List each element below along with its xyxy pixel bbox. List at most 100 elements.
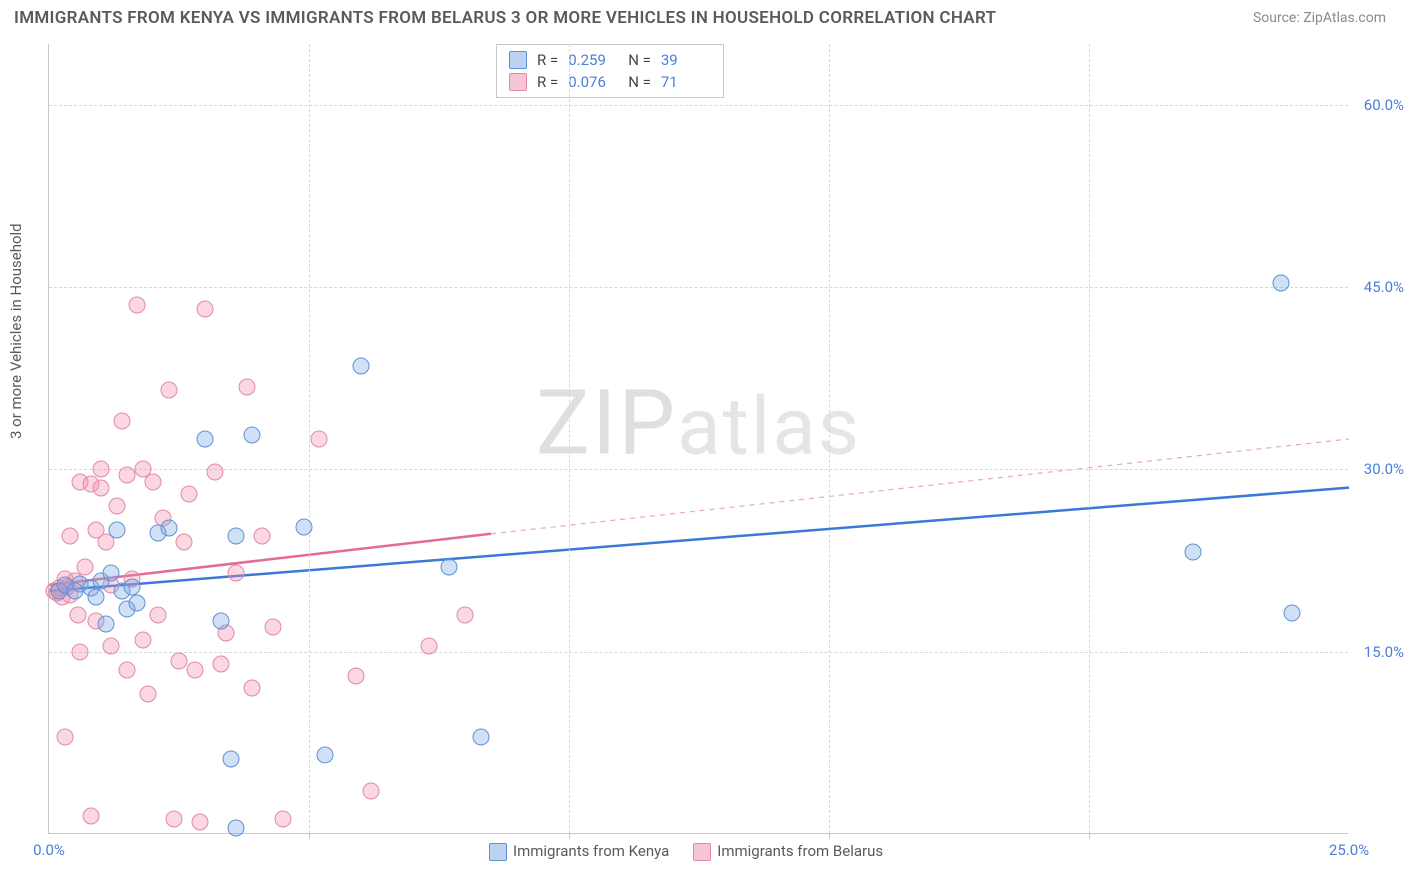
data-point (316, 747, 333, 764)
data-point (228, 564, 245, 581)
gridline-v (309, 44, 310, 833)
gridline-h (49, 105, 1348, 106)
scatter-chart: ZIPatlas R = 0.259 N = 39 R = 0.076 N = … (48, 44, 1348, 834)
data-point (77, 558, 94, 575)
data-point (363, 783, 380, 800)
gridline-h (49, 469, 1348, 470)
data-point (93, 461, 110, 478)
data-point (191, 813, 208, 830)
legend-swatch-kenya (509, 51, 527, 69)
data-point (275, 811, 292, 828)
data-point (103, 564, 120, 581)
data-point (139, 686, 156, 703)
legend-label-kenya: Immigrants from Kenya (513, 842, 669, 860)
data-point (160, 382, 177, 399)
data-point (129, 595, 146, 612)
data-point (197, 300, 214, 317)
data-point (1283, 604, 1300, 621)
data-point (72, 643, 89, 660)
gridline-h (49, 652, 1348, 653)
data-point (160, 519, 177, 536)
data-point (181, 485, 198, 502)
chart-title: IMMIGRANTS FROM KENYA VS IMMIGRANTS FROM… (14, 8, 996, 28)
y-axis-label: 3 or more Vehicles in Household (7, 223, 25, 439)
x-tick-mark (309, 833, 310, 839)
data-point (134, 631, 151, 648)
y-tick-label: 15.0% (1364, 643, 1404, 661)
data-point (108, 497, 125, 514)
r-label: R = (537, 73, 558, 91)
data-point (124, 579, 141, 596)
x-tick-mark (1089, 833, 1090, 839)
data-point (113, 412, 130, 429)
data-point (69, 607, 86, 624)
n-label: N = (628, 51, 651, 69)
gridline-v (1089, 44, 1090, 833)
data-point (472, 728, 489, 745)
legend-swatch-belarus-icon (693, 843, 711, 861)
x-tick-label: 25.0% (1329, 841, 1369, 859)
data-point (119, 661, 136, 678)
data-point (238, 378, 255, 395)
legend-swatch-kenya-icon (489, 843, 507, 861)
source-label: Source: ZipAtlas.com (1253, 10, 1386, 26)
data-point (150, 607, 167, 624)
data-point (103, 637, 120, 654)
r-value-kenya: 0.259 (568, 51, 618, 69)
data-point (212, 655, 229, 672)
data-point (457, 607, 474, 624)
data-point (207, 463, 224, 480)
n-value-belarus: 71 (661, 73, 711, 91)
data-point (295, 518, 312, 535)
gridline-v (829, 44, 830, 833)
y-tick-label: 60.0% (1364, 96, 1404, 114)
data-point (145, 473, 162, 490)
data-point (441, 558, 458, 575)
series-legend: Immigrants from Kenya Immigrants from Be… (489, 842, 883, 861)
legend-label-belarus: Immigrants from Belarus (717, 842, 883, 860)
data-point (264, 619, 281, 636)
legend-swatch-belarus (509, 73, 527, 91)
data-point (197, 431, 214, 448)
data-point (171, 653, 188, 670)
data-point (87, 589, 104, 606)
data-point (129, 297, 146, 314)
n-value-kenya: 39 (661, 51, 711, 69)
stats-legend: R = 0.259 N = 39 R = 0.076 N = 71 (496, 44, 724, 98)
r-label: R = (537, 51, 558, 69)
x-tick-mark (829, 833, 830, 839)
data-point (353, 358, 370, 375)
data-point (98, 615, 115, 632)
data-point (93, 479, 110, 496)
data-point (1185, 544, 1202, 561)
gridline-v (569, 44, 570, 833)
data-point (176, 534, 193, 551)
data-point (243, 427, 260, 444)
data-point (165, 811, 182, 828)
data-point (119, 467, 136, 484)
n-label: N = (628, 73, 651, 91)
data-point (228, 819, 245, 836)
legend-item-kenya: Immigrants from Kenya (489, 842, 669, 861)
data-point (347, 668, 364, 685)
legend-item-belarus: Immigrants from Belarus (693, 842, 883, 861)
data-point (1273, 275, 1290, 292)
data-point (186, 661, 203, 678)
data-point (311, 431, 328, 448)
data-point (56, 728, 73, 745)
y-tick-label: 30.0% (1364, 460, 1404, 478)
data-point (108, 522, 125, 539)
r-value-belarus: 0.076 (568, 73, 618, 91)
data-point (228, 528, 245, 545)
x-tick-mark (569, 833, 570, 839)
x-tick-label: 0.0% (33, 841, 65, 859)
y-tick-label: 45.0% (1364, 278, 1404, 296)
data-point (223, 750, 240, 767)
data-point (82, 807, 99, 824)
data-point (420, 637, 437, 654)
data-point (61, 528, 78, 545)
data-point (212, 613, 229, 630)
gridline-h (49, 287, 1348, 288)
data-point (254, 528, 271, 545)
data-point (243, 680, 260, 697)
